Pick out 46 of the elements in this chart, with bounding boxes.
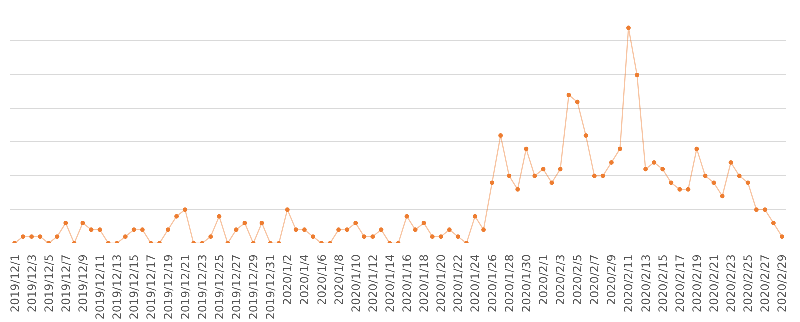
x-tick-label: 2020/2/5 [570,254,585,306]
x-tick-label: 2019/12/3 [24,254,39,313]
x-tick-label: 2019/12/17 [144,254,158,320]
x-tick-label: 2020/2/11 [622,254,636,313]
x-tick-label: 2020/1/6 [314,254,329,306]
x-tick-label: 2019/12/27 [229,254,244,320]
x-tick-label: 2019/12/23 [195,254,210,320]
x-tick-label: 2020/2/3 [554,254,568,306]
x-tick-label: 2020/1/10 [348,254,363,313]
x-tick-label: 2020/2/29 [775,254,790,313]
x-tick-label: 2019/12/31 [264,254,278,320]
x-tick-label: 2020/2/7 [588,254,602,306]
x-tick-label: 2020/1/20 [434,254,448,313]
x-tick-label: 2019/12/29 [246,254,261,320]
x-tick-label: 2020/1/12 [366,254,380,313]
x-tick-label: 2020/1/14 [382,254,397,313]
x-tick-label: 2020/1/18 [417,254,432,313]
x-tick-label: 2020/2/17 [672,254,687,313]
x-tick-label: 2019/12/21 [178,254,192,320]
x-tick-label: 2020/2/1 [536,254,550,306]
x-tick-label: 2020/1/28 [502,254,516,313]
x-tick-label: 2019/12/1 [8,254,22,313]
x-tick-label: 2020/2/27 [758,254,772,313]
x-tick-label: 2020/2/23 [724,254,738,313]
x-tick-label: 2020/1/2 [280,254,295,306]
x-tick-label: 2020/2/21 [707,254,722,313]
x-tick-label: 2020/1/8 [332,254,346,306]
x-tick-label: 2019/12/25 [212,254,226,320]
x-tick-label: 2019/12/9 [76,254,90,313]
x-tick-label: 2020/2/25 [741,254,756,313]
x-tick-label: 2019/12/19 [161,254,176,320]
x-tick-label: 2019/12/11 [93,254,108,320]
x-tick-label: 2020/2/13 [638,254,653,313]
x-tick-label: 2020/1/26 [485,254,500,313]
x-tick-label: 2019/12/13 [110,254,124,320]
x-tick-label: 2020/2/15 [656,254,670,313]
x-tick-label: 2019/12/5 [42,254,56,313]
x-tick-label: 2020/1/30 [519,254,534,313]
x-tick-label: 2020/1/4 [298,254,312,306]
x-tick-label: 2019/12/15 [127,254,142,320]
x-tick-label: 2020/1/16 [400,254,414,313]
x-tick-label: 2020/1/22 [451,254,466,313]
x-tick-label: 2020/2/19 [690,254,704,313]
x-tick-label: 2019/12/7 [58,254,73,313]
x-tick-label: 2020/2/9 [604,254,619,306]
x-tick-label: 2020/1/24 [468,254,482,313]
